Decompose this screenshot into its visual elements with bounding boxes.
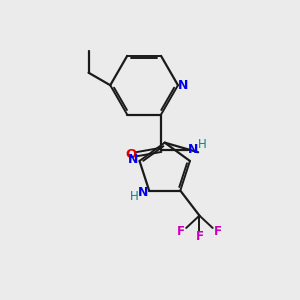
Text: F: F [177, 225, 185, 238]
Text: N: N [178, 79, 188, 92]
Text: N: N [137, 186, 148, 199]
Text: F: F [195, 230, 203, 243]
Text: H: H [130, 190, 138, 203]
Text: N: N [188, 143, 198, 156]
Text: F: F [214, 225, 222, 238]
Text: O: O [125, 148, 136, 161]
Text: N: N [128, 153, 138, 166]
Text: H: H [198, 138, 207, 151]
